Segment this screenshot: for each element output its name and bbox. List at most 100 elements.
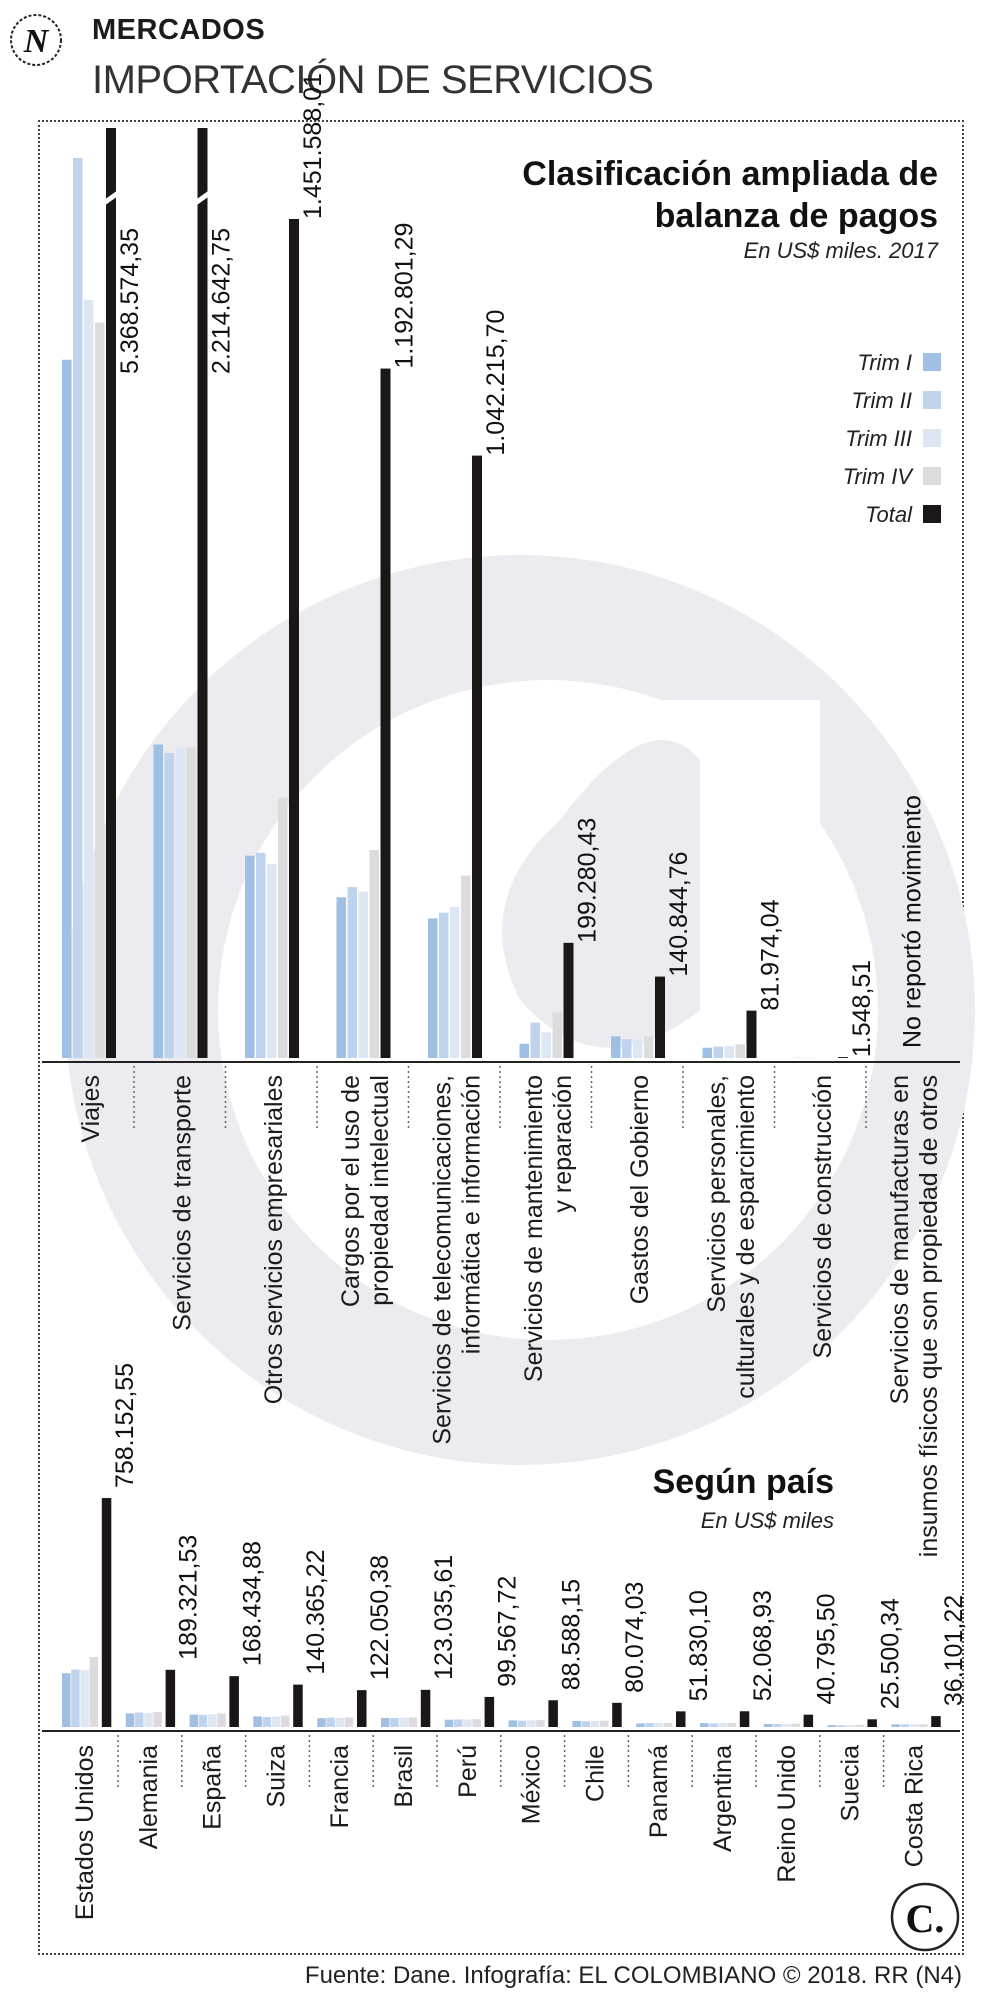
bar-total xyxy=(472,455,482,1058)
value-label: 25.500,34 xyxy=(876,1598,904,1709)
bar-trim xyxy=(153,1711,162,1727)
bar-trim xyxy=(735,1044,745,1058)
value-label: 758.152,55 xyxy=(111,1363,139,1488)
value-label: 168.434,88 xyxy=(238,1541,266,1666)
category-label: Servicios de telecomunicaciones, xyxy=(429,1075,457,1445)
bar-total xyxy=(293,1684,303,1727)
bar-trim xyxy=(71,1669,80,1727)
bar-trim xyxy=(408,1717,418,1727)
bar-trim xyxy=(709,1723,718,1727)
bar-total xyxy=(655,976,665,1058)
value-label: 36.101,22 xyxy=(940,1595,968,1706)
logo-letter: N xyxy=(23,23,50,60)
brand-logo: N xyxy=(8,12,64,68)
bar-total xyxy=(803,1714,814,1727)
bar-trim xyxy=(144,1713,153,1727)
bar-trim xyxy=(622,1039,632,1058)
bar-trim xyxy=(281,1715,290,1727)
legend: Trim I Trim II Trim III Trim IV Total xyxy=(843,350,941,527)
chart1-categories: Viajes Servicios de transporte Otros servi… xyxy=(77,1066,943,1557)
legend-label: Total xyxy=(865,502,913,527)
bar-total xyxy=(357,1690,367,1727)
bar-trim xyxy=(517,1720,527,1727)
bar-trim xyxy=(527,1720,536,1727)
bar-trim xyxy=(317,1718,326,1727)
bar-trim xyxy=(428,918,438,1058)
bar-trim xyxy=(909,1724,919,1727)
value-label: 5.368.574,35 xyxy=(116,228,144,374)
bar-trim xyxy=(271,1716,281,1727)
bar-trim xyxy=(702,1047,712,1058)
bar-trim xyxy=(245,855,255,1058)
category-label: informática e información xyxy=(458,1075,486,1354)
bar-total xyxy=(676,1711,686,1727)
bar-trim xyxy=(663,1722,673,1727)
category-label: Suiza xyxy=(262,1745,290,1808)
chart1-subtitle: En US$ miles. 2017 xyxy=(744,238,939,263)
legend-swatch xyxy=(923,467,941,485)
brand-badge: C. xyxy=(890,1882,960,1952)
bar-trim xyxy=(836,1725,846,1727)
axis-break xyxy=(195,190,210,206)
category-label: Argentina xyxy=(709,1745,737,1852)
bar-trim xyxy=(189,1714,199,1727)
bar-trim xyxy=(763,1723,773,1727)
bar-trim xyxy=(450,906,460,1058)
category-label: Alemania xyxy=(135,1745,163,1849)
bar-trim xyxy=(891,1724,900,1727)
bar-trim xyxy=(530,1022,540,1058)
bar-trim xyxy=(855,1724,864,1727)
bar-trim xyxy=(125,1713,135,1727)
bar-trim xyxy=(782,1723,791,1727)
legend-label: Trim III xyxy=(845,426,912,451)
category-label: culturales y de esparcimiento xyxy=(732,1075,760,1399)
bar-total xyxy=(867,1719,877,1727)
value-label: 140.365,22 xyxy=(302,1549,330,1674)
bar-trim xyxy=(552,1012,562,1058)
bar-trim xyxy=(724,1046,734,1058)
legend-label: Trim I xyxy=(857,350,912,375)
category-label: Cargos por el uso de xyxy=(337,1075,365,1307)
value-label: 1.042.215,70 xyxy=(482,310,510,456)
value-label: 1.192.801,29 xyxy=(391,223,419,369)
value-label: 140.844,76 xyxy=(665,851,693,976)
bar-trim xyxy=(369,849,379,1058)
bar-trim xyxy=(84,299,94,1058)
category-label: Servicios personales, xyxy=(703,1075,731,1313)
bar-trim xyxy=(654,1723,664,1727)
category-label: y reparación xyxy=(549,1075,577,1213)
bar-trim xyxy=(253,1716,262,1727)
category-label: Servicios de construcción xyxy=(809,1075,837,1358)
bar-trim xyxy=(461,875,471,1058)
bar-trim xyxy=(278,797,288,1058)
bar-trim xyxy=(164,753,174,1058)
category-label: Servicios de transporte xyxy=(169,1075,197,1331)
bar-trim xyxy=(791,1723,800,1727)
bar-trim xyxy=(718,1723,727,1727)
bar-total xyxy=(563,942,574,1058)
bar-total xyxy=(931,1716,941,1727)
legend-swatch xyxy=(923,429,941,447)
bar-trim xyxy=(572,1720,581,1727)
value-label: 99.567,72 xyxy=(494,1576,522,1687)
bar-trim xyxy=(590,1720,600,1727)
bar-trim xyxy=(611,1036,621,1058)
legend-swatch xyxy=(923,353,941,371)
bar-trim xyxy=(463,1719,472,1727)
bar-trim xyxy=(336,897,346,1058)
bar-trim xyxy=(95,322,105,1058)
category-label: México xyxy=(518,1745,546,1824)
bar-trim xyxy=(135,1712,144,1727)
category-label: Costa Rica xyxy=(900,1745,928,1867)
bar-total xyxy=(197,128,208,1058)
bar-trim xyxy=(827,1725,837,1727)
value-label: 1.451.588,01 xyxy=(299,73,327,219)
bar-trim xyxy=(439,912,449,1058)
bar-trim xyxy=(73,158,83,1058)
bar-trim xyxy=(89,1656,99,1727)
category-label: Otros servicios empresariales xyxy=(260,1075,288,1404)
chart1-title-line1: Clasificación ampliada de xyxy=(522,155,938,193)
bar-trim xyxy=(381,1717,390,1727)
bar-trim xyxy=(541,1032,551,1058)
